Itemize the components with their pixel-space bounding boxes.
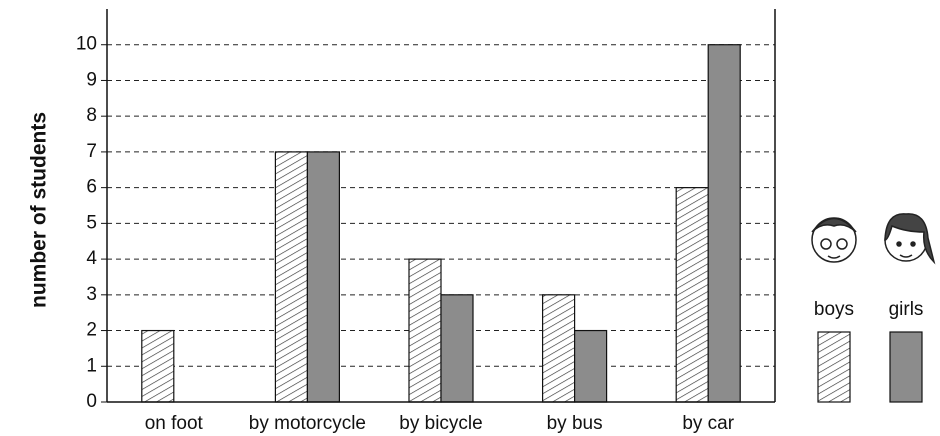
legend-swatch bbox=[817, 331, 851, 403]
legend-swatch bbox=[889, 331, 923, 403]
bar bbox=[274, 151, 308, 403]
bar bbox=[141, 329, 175, 403]
x-tick-label: by car bbox=[682, 413, 734, 434]
y-tick-label: 9 bbox=[86, 69, 97, 90]
legend-label: girls bbox=[889, 299, 924, 320]
x-tick-label: by bicycle bbox=[399, 413, 482, 434]
y-tick-label: 2 bbox=[86, 320, 97, 341]
legend-label: boys bbox=[814, 299, 854, 320]
bar bbox=[675, 187, 709, 403]
y-tick-label: 5 bbox=[86, 212, 97, 233]
bar bbox=[707, 44, 741, 403]
bar bbox=[440, 294, 474, 403]
x-tick-label: by motorcycle bbox=[249, 413, 366, 434]
x-tick-label: by bus bbox=[547, 413, 603, 434]
x-tick-label: on foot bbox=[145, 413, 204, 434]
y-tick-label: 3 bbox=[86, 284, 97, 305]
y-tick-label: 0 bbox=[86, 391, 97, 412]
y-axis-label: number of students bbox=[28, 112, 51, 308]
y-tick-label: 8 bbox=[86, 105, 97, 126]
y-tick-label: 4 bbox=[86, 248, 97, 269]
girl-face bbox=[884, 213, 936, 265]
bar bbox=[541, 294, 576, 403]
boy-face bbox=[811, 217, 857, 263]
bar bbox=[408, 258, 442, 403]
bar bbox=[573, 329, 608, 403]
y-tick-label: 7 bbox=[86, 141, 97, 162]
y-tick-label: 10 bbox=[76, 34, 97, 55]
y-tick-label: 6 bbox=[86, 177, 97, 198]
bar bbox=[306, 151, 340, 403]
y-tick-label: 1 bbox=[86, 355, 97, 376]
